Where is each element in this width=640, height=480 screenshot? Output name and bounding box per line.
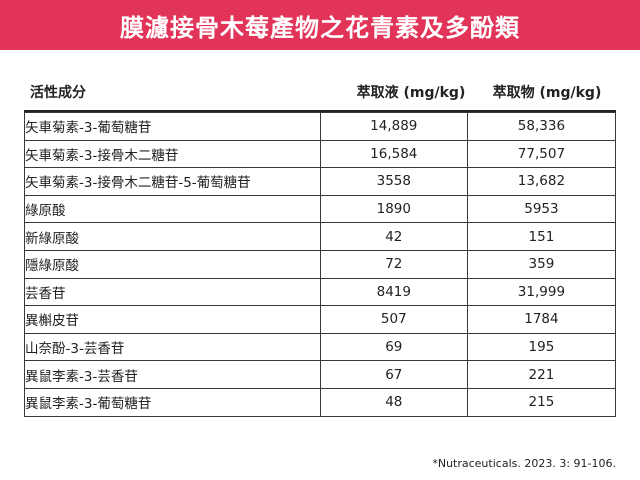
compound-name-cell: 異槲皮苷 bbox=[24, 305, 321, 334]
table-row: 矢車菊素-3-葡萄糖苷 14,889 58,336 bbox=[24, 112, 617, 141]
header-solid-extract: 萃取物 (mg/kg) bbox=[492, 85, 602, 101]
solid-value-cell: 1784 bbox=[466, 305, 617, 334]
compound-name-cell: 矢車菊素-3-接骨木二糖苷-5-葡萄糖苷 bbox=[24, 167, 321, 196]
compound-name-cell: 矢車菊素-3-接骨木二糖苷 bbox=[24, 139, 321, 169]
compound-name-cell: 芸香苷 bbox=[24, 277, 321, 307]
compound-name-cell: 隱綠原酸 bbox=[24, 249, 321, 279]
table-row: 山奈酚-3-芸香苷 69 195 bbox=[24, 332, 617, 362]
solid-value-cell: 195 bbox=[466, 332, 617, 362]
table-body: 矢車菊素-3-葡萄糖苷 14,889 58,336 矢車菊素-3-接骨木二糖苷 16,5… bbox=[24, 112, 617, 417]
citation-footnote: *Nutraceuticals. 2023. 3: 91-106. bbox=[432, 457, 616, 470]
liquid-value-cell: 67 bbox=[319, 360, 468, 389]
table-row: 隱綠原酸 72 359 bbox=[24, 249, 617, 279]
solid-value-cell: 215 bbox=[466, 387, 617, 417]
liquid-value-cell: 16,584 bbox=[319, 139, 468, 169]
solid-value-cell: 77,507 bbox=[466, 139, 617, 169]
liquid-value-cell: 8419 bbox=[319, 277, 468, 307]
solid-value-cell: 151 bbox=[466, 222, 617, 251]
solid-value-cell: 221 bbox=[466, 360, 617, 389]
compound-name-cell: 矢車菊素-3-葡萄糖苷 bbox=[24, 112, 321, 141]
liquid-value-cell: 48 bbox=[319, 387, 468, 417]
solid-value-cell: 13,682 bbox=[466, 167, 617, 196]
liquid-value-cell: 507 bbox=[319, 305, 468, 334]
table-row: 芸香苷 8419 31,999 bbox=[24, 277, 617, 307]
table-row: 矢車菊素-3-接骨木二糖苷-5-葡萄糖苷 3558 13,682 bbox=[24, 167, 617, 196]
liquid-value-cell: 1890 bbox=[319, 194, 468, 224]
solid-value-cell: 58,336 bbox=[466, 112, 617, 141]
table-row: 綠原酸 1890 5953 bbox=[24, 194, 617, 224]
liquid-value-cell: 72 bbox=[319, 249, 468, 279]
table-header: 活性成分 萃取液 (mg/kg) 萃取物 (mg/kg) bbox=[24, 70, 616, 112]
compound-table: 矢車菊素-3-葡萄糖苷 14,889 58,336 矢車菊素-3-接骨木二糖苷 16,5… bbox=[24, 112, 617, 417]
solid-value-cell: 359 bbox=[466, 249, 617, 279]
table-row: 新綠原酸 42 151 bbox=[24, 222, 617, 251]
liquid-value-cell: 3558 bbox=[319, 167, 468, 196]
compound-name-cell: 異鼠李素-3-芸香苷 bbox=[24, 360, 321, 389]
table-row: 異鼠李素-3-葡萄糖苷 48 215 bbox=[24, 387, 617, 417]
compound-name-cell: 新綠原酸 bbox=[24, 222, 321, 251]
liquid-value-cell: 42 bbox=[319, 222, 468, 251]
page-title: 膜濾接骨木莓產物之花青素及多酚類 bbox=[120, 13, 520, 42]
solid-value-cell: 31,999 bbox=[466, 277, 617, 307]
compound-name-cell: 異鼠李素-3-葡萄糖苷 bbox=[24, 387, 321, 417]
table-row: 矢車菊素-3-接骨木二糖苷 16,584 77,507 bbox=[24, 139, 617, 169]
table-row: 異鼠李素-3-芸香苷 67 221 bbox=[24, 360, 617, 389]
liquid-value-cell: 14,889 bbox=[319, 112, 468, 141]
compound-name-cell: 山奈酚-3-芸香苷 bbox=[24, 332, 321, 362]
table-row: 異槲皮苷 507 1784 bbox=[24, 305, 617, 334]
liquid-value-cell: 69 bbox=[319, 332, 468, 362]
title-banner: 膜濾接骨木莓產物之花青素及多酚類 bbox=[0, 0, 640, 50]
header-liquid-extract: 萃取液 (mg/kg) bbox=[356, 85, 466, 101]
header-compound: 活性成分 bbox=[30, 85, 86, 101]
solid-value-cell: 5953 bbox=[466, 194, 617, 224]
compound-name-cell: 綠原酸 bbox=[24, 194, 321, 224]
